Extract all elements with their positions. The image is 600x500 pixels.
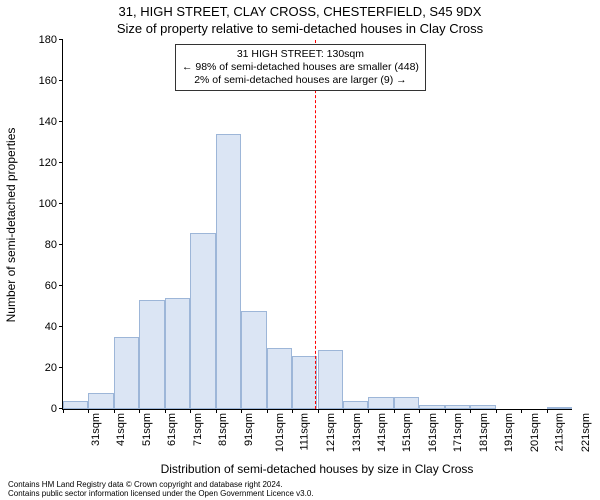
x-tick-label: 131sqm xyxy=(351,413,363,452)
histogram-bar xyxy=(267,348,292,410)
x-tick-mark xyxy=(318,409,319,413)
x-tick-label: 121sqm xyxy=(325,413,337,452)
histogram-bar xyxy=(139,300,164,409)
y-tick-mark xyxy=(59,367,63,368)
annotation-box: 31 HIGH STREET: 130sqm← 98% of semi-deta… xyxy=(175,44,426,91)
x-tick-mark xyxy=(63,409,64,413)
y-tick-mark xyxy=(59,203,63,204)
x-tick-mark xyxy=(470,409,471,413)
y-tick-label: 140 xyxy=(39,116,57,128)
y-tick-label: 60 xyxy=(45,280,57,292)
x-tick-mark xyxy=(292,409,293,413)
y-tick-label: 120 xyxy=(39,157,57,169)
reference-line xyxy=(315,40,316,409)
histogram-bar xyxy=(368,397,393,409)
histogram-bar xyxy=(241,311,266,409)
x-tick-label: 191sqm xyxy=(503,413,515,452)
y-tick-label: 20 xyxy=(45,362,57,374)
histogram-bar xyxy=(114,337,139,409)
x-tick-mark xyxy=(368,409,369,413)
x-tick-label: 41sqm xyxy=(115,413,127,446)
x-tick-mark xyxy=(190,409,191,413)
y-tick-mark xyxy=(59,285,63,286)
histogram-bar xyxy=(88,393,113,409)
annotation-line1: 31 HIGH STREET: 130sqm xyxy=(182,48,419,61)
x-tick-label: 171sqm xyxy=(452,413,464,452)
x-tick-label: 91sqm xyxy=(243,413,255,446)
x-tick-label: 101sqm xyxy=(274,413,286,452)
y-axis-label: Number of semi-detached properties xyxy=(4,40,20,410)
x-tick-label: 61sqm xyxy=(166,413,178,446)
x-tick-mark xyxy=(267,409,268,413)
histogram-bar xyxy=(394,397,419,409)
y-tick-label: 160 xyxy=(39,75,57,87)
histogram-bar xyxy=(470,405,495,409)
x-tick-label: 141sqm xyxy=(376,413,388,452)
y-tick-mark xyxy=(59,326,63,327)
x-tick-label: 211sqm xyxy=(553,413,565,451)
y-tick-label: 100 xyxy=(39,198,57,210)
footer-line1: Contains HM Land Registry data © Crown c… xyxy=(8,480,314,489)
y-tick-label: 180 xyxy=(39,34,57,46)
x-tick-mark xyxy=(165,409,166,413)
x-tick-label: 151sqm xyxy=(402,413,414,452)
y-tick-mark xyxy=(59,121,63,122)
y-tick-mark xyxy=(59,39,63,40)
histogram-bar xyxy=(190,233,215,409)
histogram-bar xyxy=(343,401,368,409)
y-tick-label: 0 xyxy=(51,403,57,415)
histogram-bar xyxy=(547,407,572,409)
x-tick-mark xyxy=(343,409,344,413)
y-tick-mark xyxy=(59,244,63,245)
x-tick-label: 161sqm xyxy=(427,413,439,452)
x-axis-label: Distribution of semi-detached houses by … xyxy=(62,462,572,476)
x-tick-mark xyxy=(445,409,446,413)
x-tick-label: 51sqm xyxy=(141,413,153,446)
x-tick-mark xyxy=(114,409,115,413)
histogram-bar xyxy=(216,134,241,409)
y-tick-label: 80 xyxy=(45,239,57,251)
x-tick-mark xyxy=(88,409,89,413)
x-tick-label: 221sqm xyxy=(580,413,592,452)
footer-attribution: Contains HM Land Registry data © Crown c… xyxy=(8,480,314,498)
annotation-line3: 2% of semi-detached houses are larger (9… xyxy=(182,74,419,87)
y-tick-mark xyxy=(59,80,63,81)
x-tick-label: 201sqm xyxy=(529,413,541,452)
histogram-bar xyxy=(63,401,88,409)
x-tick-mark xyxy=(241,409,242,413)
x-tick-label: 71sqm xyxy=(192,413,204,446)
histogram-bar xyxy=(292,356,317,409)
chart-title-line1: 31, HIGH STREET, CLAY CROSS, CHESTERFIEL… xyxy=(0,4,600,19)
y-tick-mark xyxy=(59,162,63,163)
histogram-bar xyxy=(318,350,343,409)
x-tick-mark xyxy=(216,409,217,413)
plot-area: 02040608010012014016018031sqm41sqm51sqm6… xyxy=(62,40,572,410)
x-tick-mark xyxy=(547,409,548,413)
x-tick-mark xyxy=(419,409,420,413)
x-tick-mark xyxy=(139,409,140,413)
x-tick-label: 31sqm xyxy=(90,413,102,446)
x-tick-mark xyxy=(521,409,522,413)
chart-title-line2: Size of property relative to semi-detach… xyxy=(0,21,600,36)
x-tick-label: 111sqm xyxy=(298,413,310,451)
annotation-line2: ← 98% of semi-detached houses are smalle… xyxy=(182,61,419,74)
histogram-bar xyxy=(165,298,190,409)
x-tick-label: 81sqm xyxy=(217,413,229,446)
histogram-bar xyxy=(445,405,470,409)
footer-line2: Contains public sector information licen… xyxy=(8,489,314,498)
histogram-bar xyxy=(419,405,444,409)
x-tick-mark xyxy=(496,409,497,413)
y-tick-label: 40 xyxy=(45,321,57,333)
x-tick-label: 181sqm xyxy=(478,413,490,452)
x-tick-mark xyxy=(394,409,395,413)
